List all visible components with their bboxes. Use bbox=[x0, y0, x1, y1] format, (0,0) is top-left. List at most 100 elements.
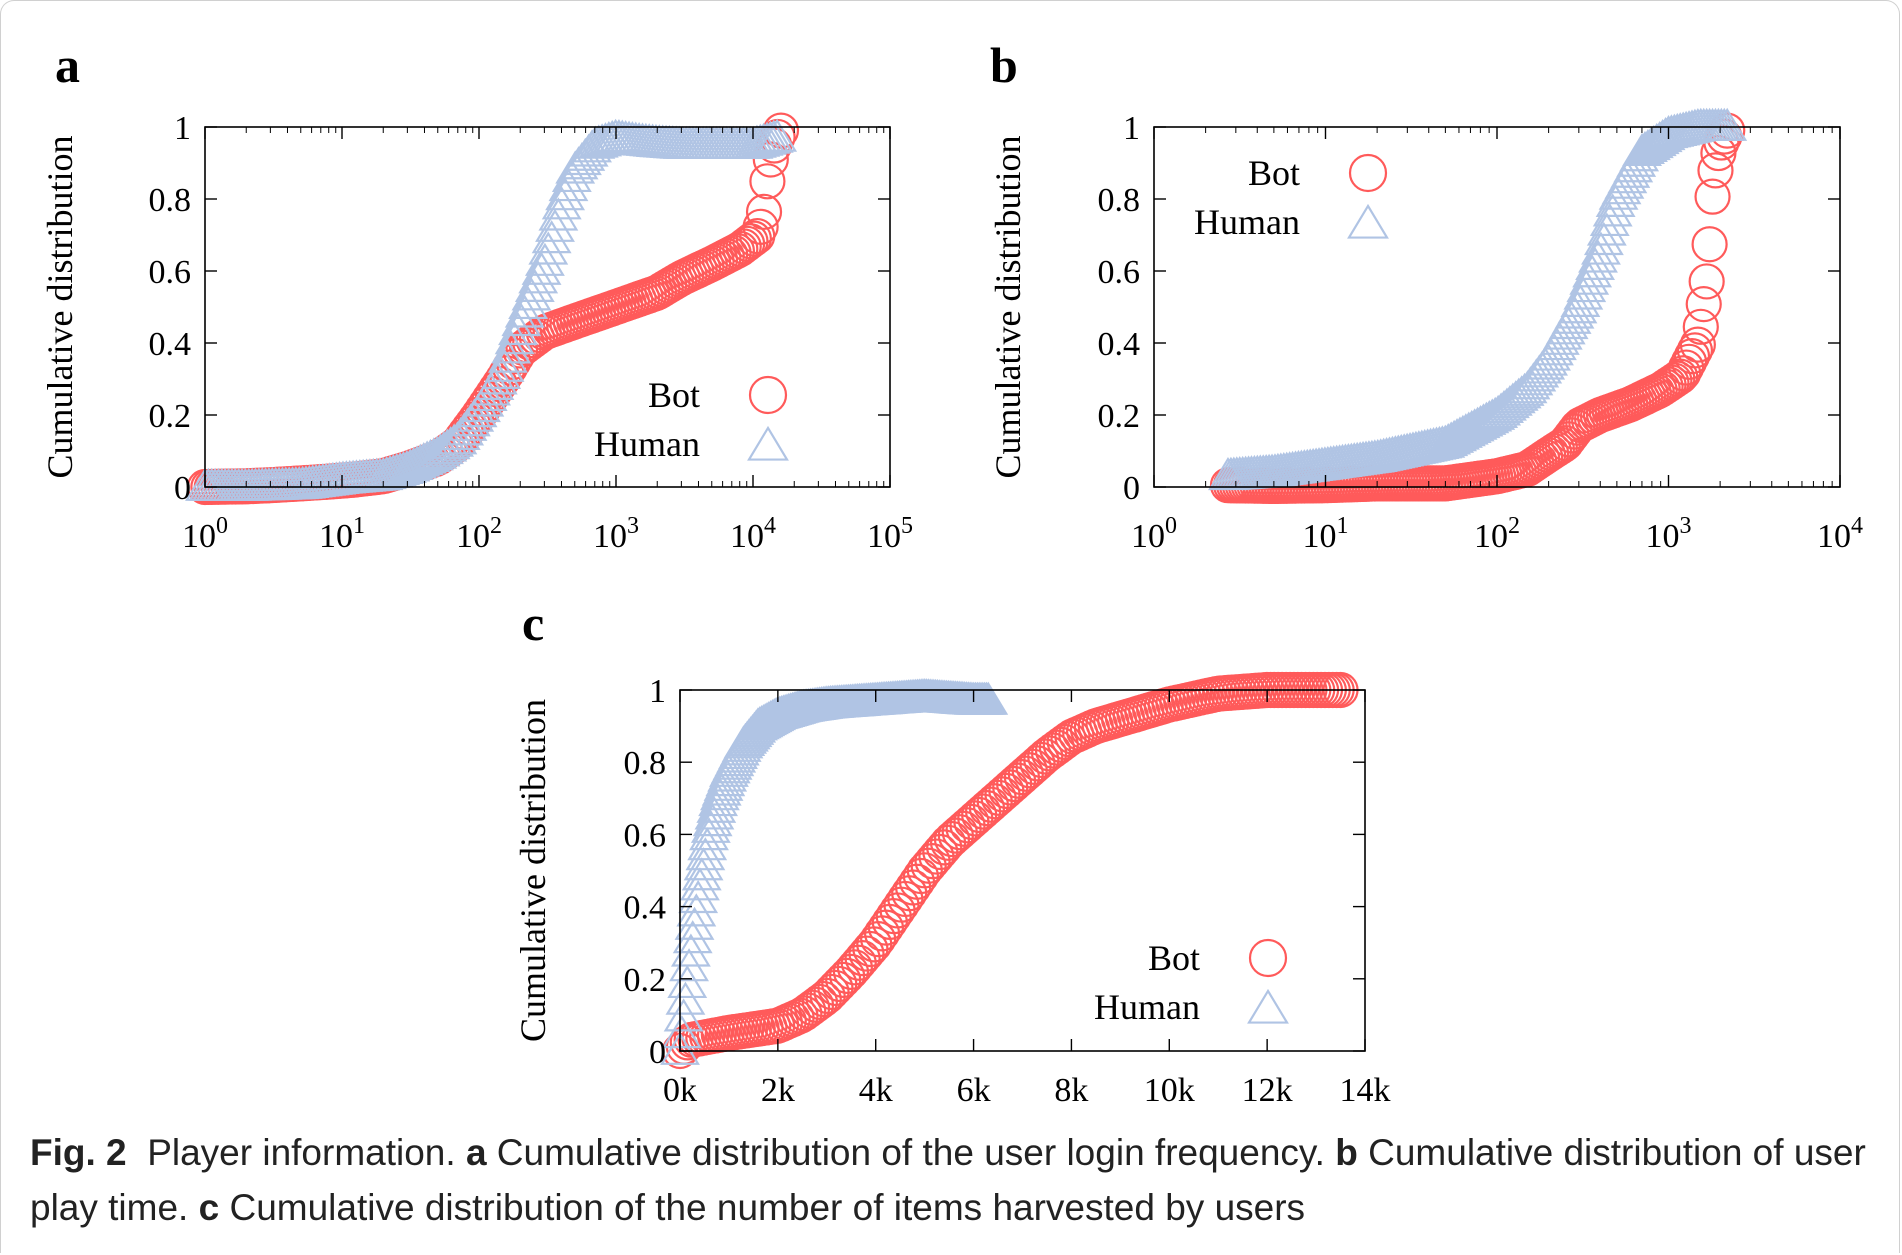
human-point-marker bbox=[678, 879, 719, 914]
human-point-marker bbox=[501, 302, 542, 337]
bot-point-marker bbox=[749, 163, 786, 200]
x-tick-label: 100 bbox=[182, 513, 228, 555]
bot-point-marker bbox=[902, 857, 940, 895]
bot-point-marker bbox=[1691, 226, 1728, 263]
x-tick-label: 0k bbox=[663, 1072, 697, 1109]
y-axis-label: Cumulative distribution bbox=[40, 136, 80, 479]
human-point-marker bbox=[661, 1015, 702, 1049]
y-tick-label: 1 bbox=[649, 673, 666, 710]
bot-point-marker bbox=[735, 220, 772, 257]
figure-caption: Fig. 2 Player information. a Cumulative … bbox=[30, 1125, 1880, 1235]
y-tick-label: 0.6 bbox=[1098, 254, 1141, 291]
x-tick-label: 102 bbox=[1474, 513, 1520, 555]
y-axis-label: Cumulative distribution bbox=[988, 136, 1028, 479]
human-point-marker bbox=[683, 847, 724, 881]
caption-c-text: Cumulative distribution of the number of… bbox=[229, 1187, 1306, 1228]
x-tick-label: 8k bbox=[1054, 1072, 1088, 1109]
bot-point-marker bbox=[805, 980, 842, 1018]
bot-point-marker bbox=[1694, 178, 1731, 215]
human-point-marker bbox=[508, 285, 549, 320]
legend-label-bot: Bot bbox=[1148, 938, 1200, 978]
human-point-marker bbox=[504, 294, 545, 328]
bot-point-marker bbox=[836, 949, 873, 986]
bot-point-marker bbox=[910, 847, 947, 884]
human-point-marker bbox=[1501, 375, 1542, 409]
human-point-marker bbox=[511, 277, 552, 311]
human-point-marker bbox=[494, 321, 535, 355]
legend-bot-icon bbox=[1248, 938, 1288, 978]
y-tick-label: 1 bbox=[174, 110, 191, 147]
human-point-marker bbox=[1492, 382, 1533, 416]
bot-point-marker bbox=[840, 944, 877, 981]
legend: Bot Human bbox=[1194, 153, 1389, 242]
bot-point-marker bbox=[914, 843, 951, 880]
y-tick-label: 0.6 bbox=[149, 254, 192, 291]
chart-panel-a: 0 0.2 0.4 0.6 0.8 1 100 101 102 103 104 105 Cumulati… bbox=[40, 37, 913, 555]
x-tick-label: 104 bbox=[1817, 513, 1863, 555]
human-point-marker bbox=[968, 681, 1009, 715]
human-point-marker bbox=[692, 803, 733, 837]
caption-a-label: a bbox=[465, 1132, 487, 1173]
x-tick-label: 10k bbox=[1144, 1072, 1195, 1109]
caption-title: Player information. bbox=[147, 1132, 456, 1173]
bot-point-marker bbox=[1676, 332, 1714, 369]
y-tick-label: 0.4 bbox=[149, 326, 192, 363]
legend-human-icon bbox=[1347, 203, 1389, 239]
y-tick-label: 0.2 bbox=[1098, 398, 1141, 435]
human-point-marker bbox=[687, 827, 728, 861]
human-point-marker bbox=[427, 428, 468, 462]
y-tick-label: 0 bbox=[174, 470, 191, 507]
x-tick-label: 104 bbox=[730, 513, 776, 555]
legend-label-human: Human bbox=[1094, 987, 1200, 1027]
human-point-marker bbox=[535, 208, 575, 242]
y-axis-label: Cumulative distribution bbox=[513, 699, 553, 1042]
human-point-marker bbox=[498, 311, 538, 346]
x-tick-label: 14k bbox=[1340, 1072, 1391, 1109]
legend: Bot Human bbox=[594, 375, 789, 464]
y-tick-label: 0.4 bbox=[1098, 326, 1141, 363]
x-tick-label: 103 bbox=[593, 513, 639, 555]
human-point-marker bbox=[670, 933, 711, 967]
human-point-marker bbox=[696, 789, 737, 823]
bot-point-marker bbox=[832, 953, 870, 990]
legend-label-bot: Bot bbox=[1248, 153, 1300, 193]
human-point-marker bbox=[484, 348, 525, 382]
legend-label-bot: Bot bbox=[648, 375, 700, 415]
human-point-marker bbox=[491, 330, 532, 364]
series-bot bbox=[186, 112, 800, 506]
x-tick-label: 100 bbox=[1131, 513, 1177, 555]
human-point-marker bbox=[672, 920, 713, 954]
x-tick-label: 12k bbox=[1242, 1072, 1293, 1109]
bot-point-marker bbox=[745, 193, 783, 230]
human-point-marker bbox=[430, 426, 471, 460]
bot-point-marker bbox=[848, 935, 885, 972]
bot-point-marker bbox=[1697, 152, 1734, 189]
x-tick-label: 4k bbox=[859, 1072, 893, 1109]
chart-panel-b: 0 0.2 0.4 0.6 0.8 1 100 101 102 103 104 Cumulative … bbox=[988, 37, 1863, 555]
human-point-marker bbox=[1581, 231, 1621, 265]
human-point-marker bbox=[514, 268, 555, 302]
bot-point-marker bbox=[801, 983, 838, 1021]
human-point-marker bbox=[660, 1031, 700, 1065]
x-tick-label: 102 bbox=[456, 513, 502, 555]
human-point-marker bbox=[487, 339, 528, 373]
human-point-marker bbox=[1592, 193, 1633, 227]
legend: Bot Human bbox=[1094, 938, 1289, 1027]
human-point-marker bbox=[538, 197, 579, 231]
legend-bot-icon bbox=[1348, 153, 1388, 193]
human-point-marker bbox=[674, 906, 715, 940]
caption-b-text: Cumulative distribution of user play tim… bbox=[30, 1132, 1866, 1228]
human-point-marker bbox=[667, 964, 708, 999]
bot-point-marker bbox=[1688, 263, 1725, 300]
legend-human-icon bbox=[747, 425, 789, 461]
series-human bbox=[1208, 107, 1748, 491]
human-point-marker bbox=[548, 168, 589, 202]
legend-label-human: Human bbox=[1194, 202, 1300, 242]
human-point-marker bbox=[528, 231, 569, 265]
human-point-marker bbox=[420, 433, 461, 467]
human-point-marker bbox=[1586, 212, 1627, 246]
y-tick-label: 0.6 bbox=[624, 817, 667, 854]
x-tick-label: 103 bbox=[1646, 513, 1692, 555]
